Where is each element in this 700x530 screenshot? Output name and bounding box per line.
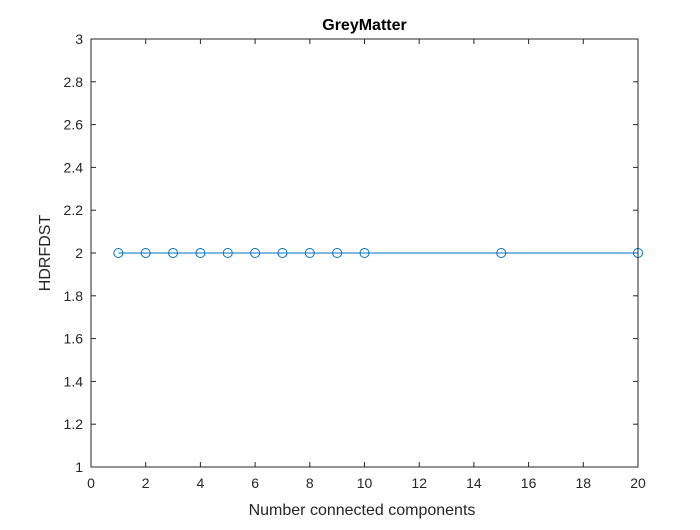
plot-area-frame xyxy=(90,38,639,468)
y-tick-label: 2.4 xyxy=(64,159,84,175)
y-tick-label: 3 xyxy=(75,31,83,47)
x-tick-label: 4 xyxy=(197,475,205,491)
y-tick-label: 2.2 xyxy=(64,202,84,218)
y-tick-label: 1.4 xyxy=(64,373,84,389)
x-tick-label: 16 xyxy=(521,475,537,491)
x-axis-label: Number connected components xyxy=(249,502,476,519)
data-point-marker xyxy=(332,248,343,258)
chart-title: GreyMatter xyxy=(322,17,406,34)
x-tick-label: 0 xyxy=(87,475,95,491)
data-point-marker xyxy=(195,248,206,258)
y-tick-label: 2.8 xyxy=(64,74,84,90)
data-point-marker xyxy=(222,248,233,258)
y-tick-label: 1.8 xyxy=(64,288,84,304)
series-layer xyxy=(113,248,643,258)
y-tick-label: 1.2 xyxy=(64,416,84,432)
data-point-marker xyxy=(168,248,179,258)
x-tick-label: 6 xyxy=(251,475,259,491)
x-tick-label: 20 xyxy=(630,475,646,491)
x-tick-label: 2 xyxy=(142,475,150,491)
data-point-marker xyxy=(277,248,288,258)
y-tick-label: 1.6 xyxy=(64,331,84,347)
x-tick-label: 12 xyxy=(411,475,427,491)
data-point-marker xyxy=(250,248,261,258)
data-point-marker xyxy=(140,248,151,258)
y-axis-label: HDRFDST xyxy=(37,215,54,292)
axis-ticks: 0 2 4 6 8 10 12 14 16 18 20 1 1.2 1.4 1.6 1.8 2 2.2 2.4 2.6… xyxy=(64,31,646,491)
data-point-marker xyxy=(113,248,124,258)
data-point-marker xyxy=(304,248,315,258)
data-point-marker xyxy=(496,248,507,258)
x-tick-label: 8 xyxy=(306,475,314,491)
data-point-marker xyxy=(359,248,370,258)
x-tick-label: 18 xyxy=(576,475,592,491)
x-tick-label: 10 xyxy=(357,475,373,491)
y-tick-label: 2.6 xyxy=(64,117,84,133)
y-tick-label: 2 xyxy=(75,245,83,261)
y-tick-label: 1 xyxy=(75,459,83,475)
x-tick-label: 14 xyxy=(466,475,482,491)
